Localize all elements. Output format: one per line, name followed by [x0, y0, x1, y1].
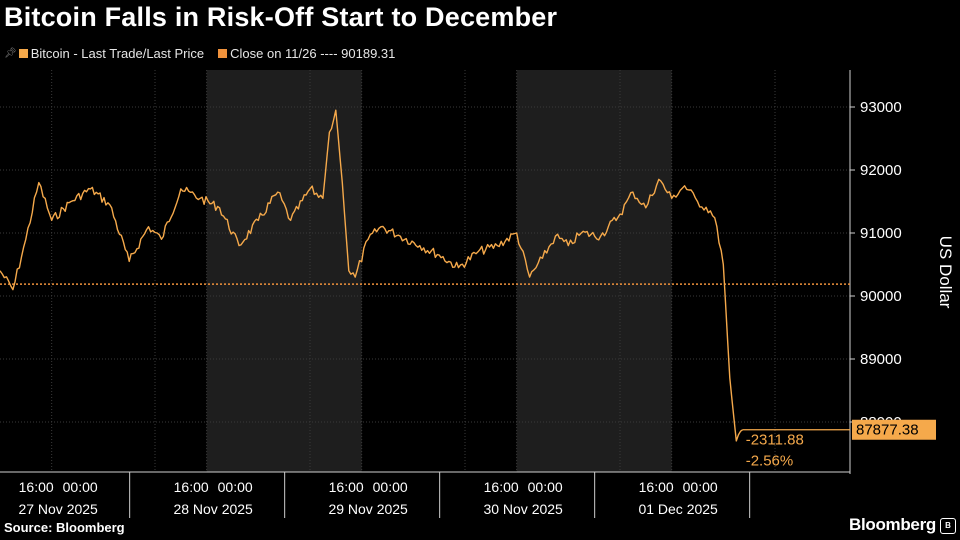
- last-value-label: 87877.38: [856, 422, 919, 439]
- source-note: Source: Bloomberg: [4, 520, 125, 535]
- y-tick-label-5: 93000: [860, 99, 902, 116]
- price-line: [0, 109, 744, 442]
- x-date-label-0: 27 Nov 2025: [18, 501, 98, 517]
- legend-close-label: Close on 11/26 ---- 90189.31: [230, 46, 396, 61]
- y-tick-label-4: 92000: [860, 162, 902, 179]
- x-time-label-2: 16:00: [174, 479, 209, 495]
- x-date-label-4: 01 Dec 2025: [638, 501, 718, 517]
- last-value-badge: [852, 419, 936, 440]
- x-time-label-3: 00:00: [218, 479, 253, 495]
- pin-icon: 📌︎: [4, 48, 17, 59]
- y-tick-label-1: 89000: [860, 351, 902, 368]
- y-tick-label-2: 90000: [860, 288, 902, 305]
- change-abs-label: -2311.88: [746, 432, 804, 449]
- x-date-label-1: 28 Nov 2025: [173, 501, 253, 517]
- y-tick-label-3: 91000: [860, 225, 902, 242]
- legend-series-label: Bitcoin - Last Trade/Last Price: [30, 46, 205, 61]
- x-date-label-3: 30 Nov 2025: [483, 501, 563, 517]
- bloomberg-logo: Bloomberg: [848, 515, 936, 534]
- terminal-icon: B: [940, 518, 956, 534]
- close-swatch: [218, 49, 228, 58]
- x-time-label-9: 00:00: [683, 479, 718, 495]
- x-time-label-6: 16:00: [484, 479, 519, 495]
- x-time-label-0: 16:00: [19, 479, 54, 495]
- y-axis-title: US Dollar: [936, 236, 955, 309]
- x-time-label-8: 16:00: [639, 479, 674, 495]
- series-swatch: [18, 49, 28, 58]
- day-shade-1: [516, 70, 672, 472]
- day-shade-0: [206, 70, 362, 472]
- x-time-label-1: 00:00: [63, 479, 98, 495]
- x-time-label-7: 00:00: [528, 479, 563, 495]
- legend: 📌︎ Bitcoin - Last Trade/Last Price Close…: [4, 46, 395, 61]
- chart-title: Bitcoin Falls in Risk-Off Start to Decem…: [4, 2, 558, 32]
- x-time-label-5: 00:00: [373, 479, 408, 495]
- change-pct-label: -2.56%: [746, 453, 794, 470]
- x-date-label-2: 29 Nov 2025: [328, 501, 408, 517]
- x-time-label-4: 16:00: [329, 479, 364, 495]
